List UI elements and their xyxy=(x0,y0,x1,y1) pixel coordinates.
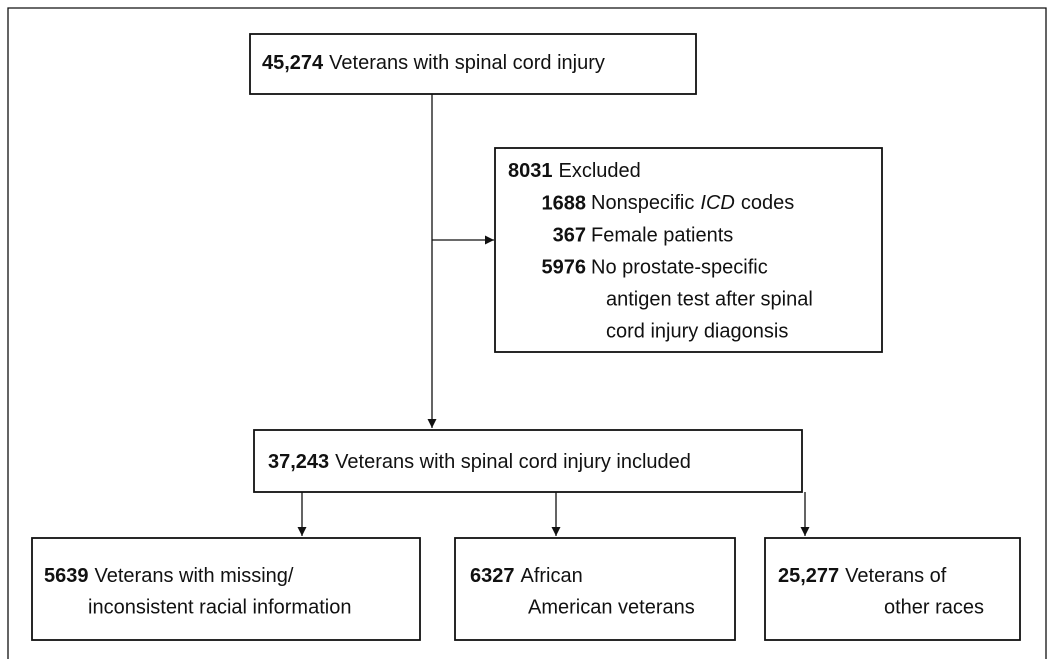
text-part: Veterans with spinal cord injury include… xyxy=(335,451,691,473)
frame xyxy=(7,7,1047,659)
box-text: 25,277 Veterans of xyxy=(778,565,947,587)
item-count: 1688 xyxy=(542,192,587,214)
text-part: Veterans with spinal cord injury xyxy=(329,52,605,74)
box-text: 45,274 Veterans with spinal cord injury xyxy=(262,52,605,74)
text-part: African xyxy=(521,565,583,587)
box xyxy=(253,429,803,493)
box-text: 6327 African xyxy=(470,565,583,587)
text-part: Nonspecific xyxy=(591,192,694,214)
item-label: cord injury diagonsis xyxy=(606,320,788,342)
item-count: 367 xyxy=(553,224,586,246)
box-text: 5639 Veterans with missing/ xyxy=(44,565,294,587)
item-label: Female patients xyxy=(591,224,733,246)
box xyxy=(249,33,697,95)
text-part: Veterans with missing/ xyxy=(95,565,294,587)
text-part: Excluded xyxy=(559,160,641,182)
item-label: No prostate-specific xyxy=(591,256,768,278)
exclusion-box xyxy=(494,147,883,353)
text-part: 8031 xyxy=(508,160,553,182)
text-part: 37,243 xyxy=(268,451,329,473)
text-part: 6327 xyxy=(470,565,515,587)
box-text: other races xyxy=(884,596,984,618)
box-text: 37,243 Veterans with spinal cord injury i… xyxy=(268,451,691,473)
text-part: 45,274 xyxy=(262,52,324,74)
text-part: ICD xyxy=(700,192,734,214)
text-part: 5639 xyxy=(44,565,89,587)
item-label: antigen test after spinal xyxy=(606,288,813,310)
box-text: inconsistent racial information xyxy=(88,596,351,618)
box xyxy=(454,537,736,641)
box xyxy=(31,537,421,641)
exclusion-title: 8031 Excluded xyxy=(508,160,641,182)
text-part: codes xyxy=(741,192,794,214)
text-part: 25,277 xyxy=(778,565,839,587)
item-count: 5976 xyxy=(542,256,587,278)
box xyxy=(764,537,1021,641)
box-text: American veterans xyxy=(528,596,695,618)
text-part: Veterans of xyxy=(845,565,947,587)
item-label: Nonspecific ICD codes xyxy=(591,192,794,214)
